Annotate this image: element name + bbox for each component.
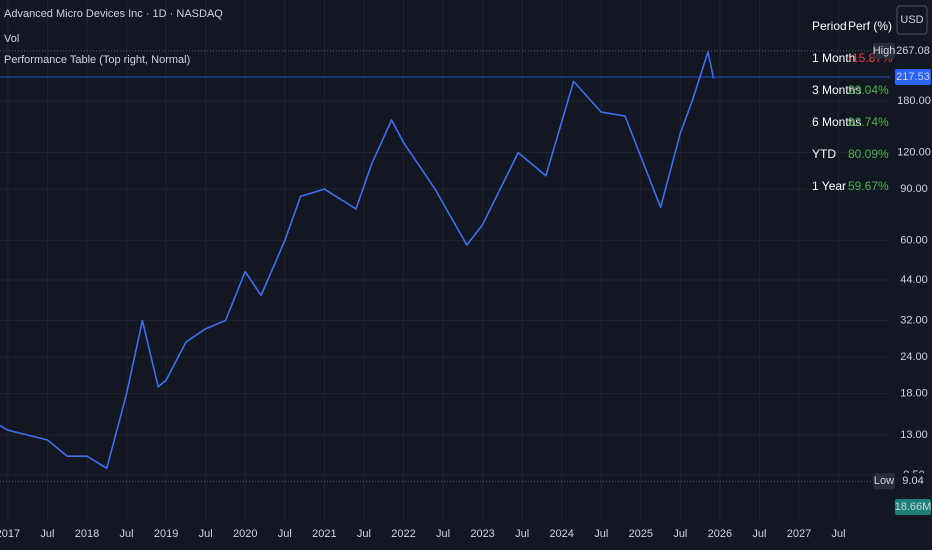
volume-value: 18.66M xyxy=(895,501,932,513)
y-tick-label: 90.00 xyxy=(900,183,928,195)
y-tick-label: 44.00 xyxy=(900,274,928,286)
x-tick-label: Jul xyxy=(357,528,371,540)
x-tick-label: Jul xyxy=(120,528,134,540)
x-tick-label: Jul xyxy=(832,528,846,540)
x-tick-label: 2026 xyxy=(708,528,732,540)
table-perf: 59.67% xyxy=(848,179,889,193)
table-perf: 29.04% xyxy=(848,83,889,97)
y-tick-label: 24.00 xyxy=(900,351,928,363)
y-tick-label: 180.00 xyxy=(897,95,931,107)
table-period: 3 Months xyxy=(812,83,861,97)
x-tick-label: 2024 xyxy=(549,528,573,540)
table-period: YTD xyxy=(812,147,836,161)
table-perf: 92.74% xyxy=(848,115,889,129)
chart-title: Advanced Micro Devices Inc · 1D · NASDAQ xyxy=(4,8,223,20)
indicator-label: Performance Table (Top right, Normal) xyxy=(4,54,190,66)
table-header: Period xyxy=(812,19,847,33)
x-tick-label: 2022 xyxy=(391,528,415,540)
price-tag-label: High xyxy=(873,45,896,57)
x-tick-label: Jul xyxy=(199,528,213,540)
y-tick-label: 120.00 xyxy=(897,146,931,158)
y-tick-label: 13.00 xyxy=(900,429,928,441)
price-tag xyxy=(873,42,895,59)
price-box xyxy=(895,42,931,59)
table-perf: 80.09% xyxy=(848,147,889,161)
x-tick-label: 2027 xyxy=(787,528,811,540)
x-tick-label: Jul xyxy=(278,528,292,540)
x-tick-label: Jul xyxy=(40,528,54,540)
x-tick-label: Jul xyxy=(673,528,687,540)
x-tick-label: 2020 xyxy=(233,528,257,540)
table-header: Perf (%) xyxy=(848,19,892,33)
table-period: 1 Month xyxy=(812,51,855,65)
price-line xyxy=(0,51,715,470)
price-value: 217.53 xyxy=(896,71,930,83)
table-period: 6 Months xyxy=(812,115,861,129)
x-tick-label: 2025 xyxy=(629,528,653,540)
x-tick-label: Jul xyxy=(594,528,608,540)
x-tick-label: 2023 xyxy=(470,528,494,540)
y-tick-label: 60.00 xyxy=(900,235,928,247)
price-box xyxy=(895,473,931,490)
x-tick-label: 2021 xyxy=(312,528,336,540)
x-tick-label: 2018 xyxy=(75,528,99,540)
price-tag xyxy=(873,473,895,490)
price-value: 9.04 xyxy=(902,475,923,487)
x-tick-label: Jul xyxy=(515,528,529,540)
x-tick-label: 2017 xyxy=(0,528,20,540)
x-tick-label: 2019 xyxy=(154,528,178,540)
price-box xyxy=(895,68,931,85)
price-tag-label: Low xyxy=(874,475,894,487)
x-tick-label: Jul xyxy=(436,528,450,540)
currency[interactable]: USD xyxy=(900,14,923,26)
price-value: 267.08 xyxy=(896,45,930,57)
table-period: 1 Year xyxy=(812,179,846,193)
y-tick-label: 32.00 xyxy=(900,314,928,326)
currency-button[interactable] xyxy=(896,5,928,35)
volume-box xyxy=(895,499,931,515)
x-tick-label: Jul xyxy=(752,528,766,540)
volume-label: Vol xyxy=(4,33,19,45)
y-tick-label: 18.00 xyxy=(900,388,928,400)
